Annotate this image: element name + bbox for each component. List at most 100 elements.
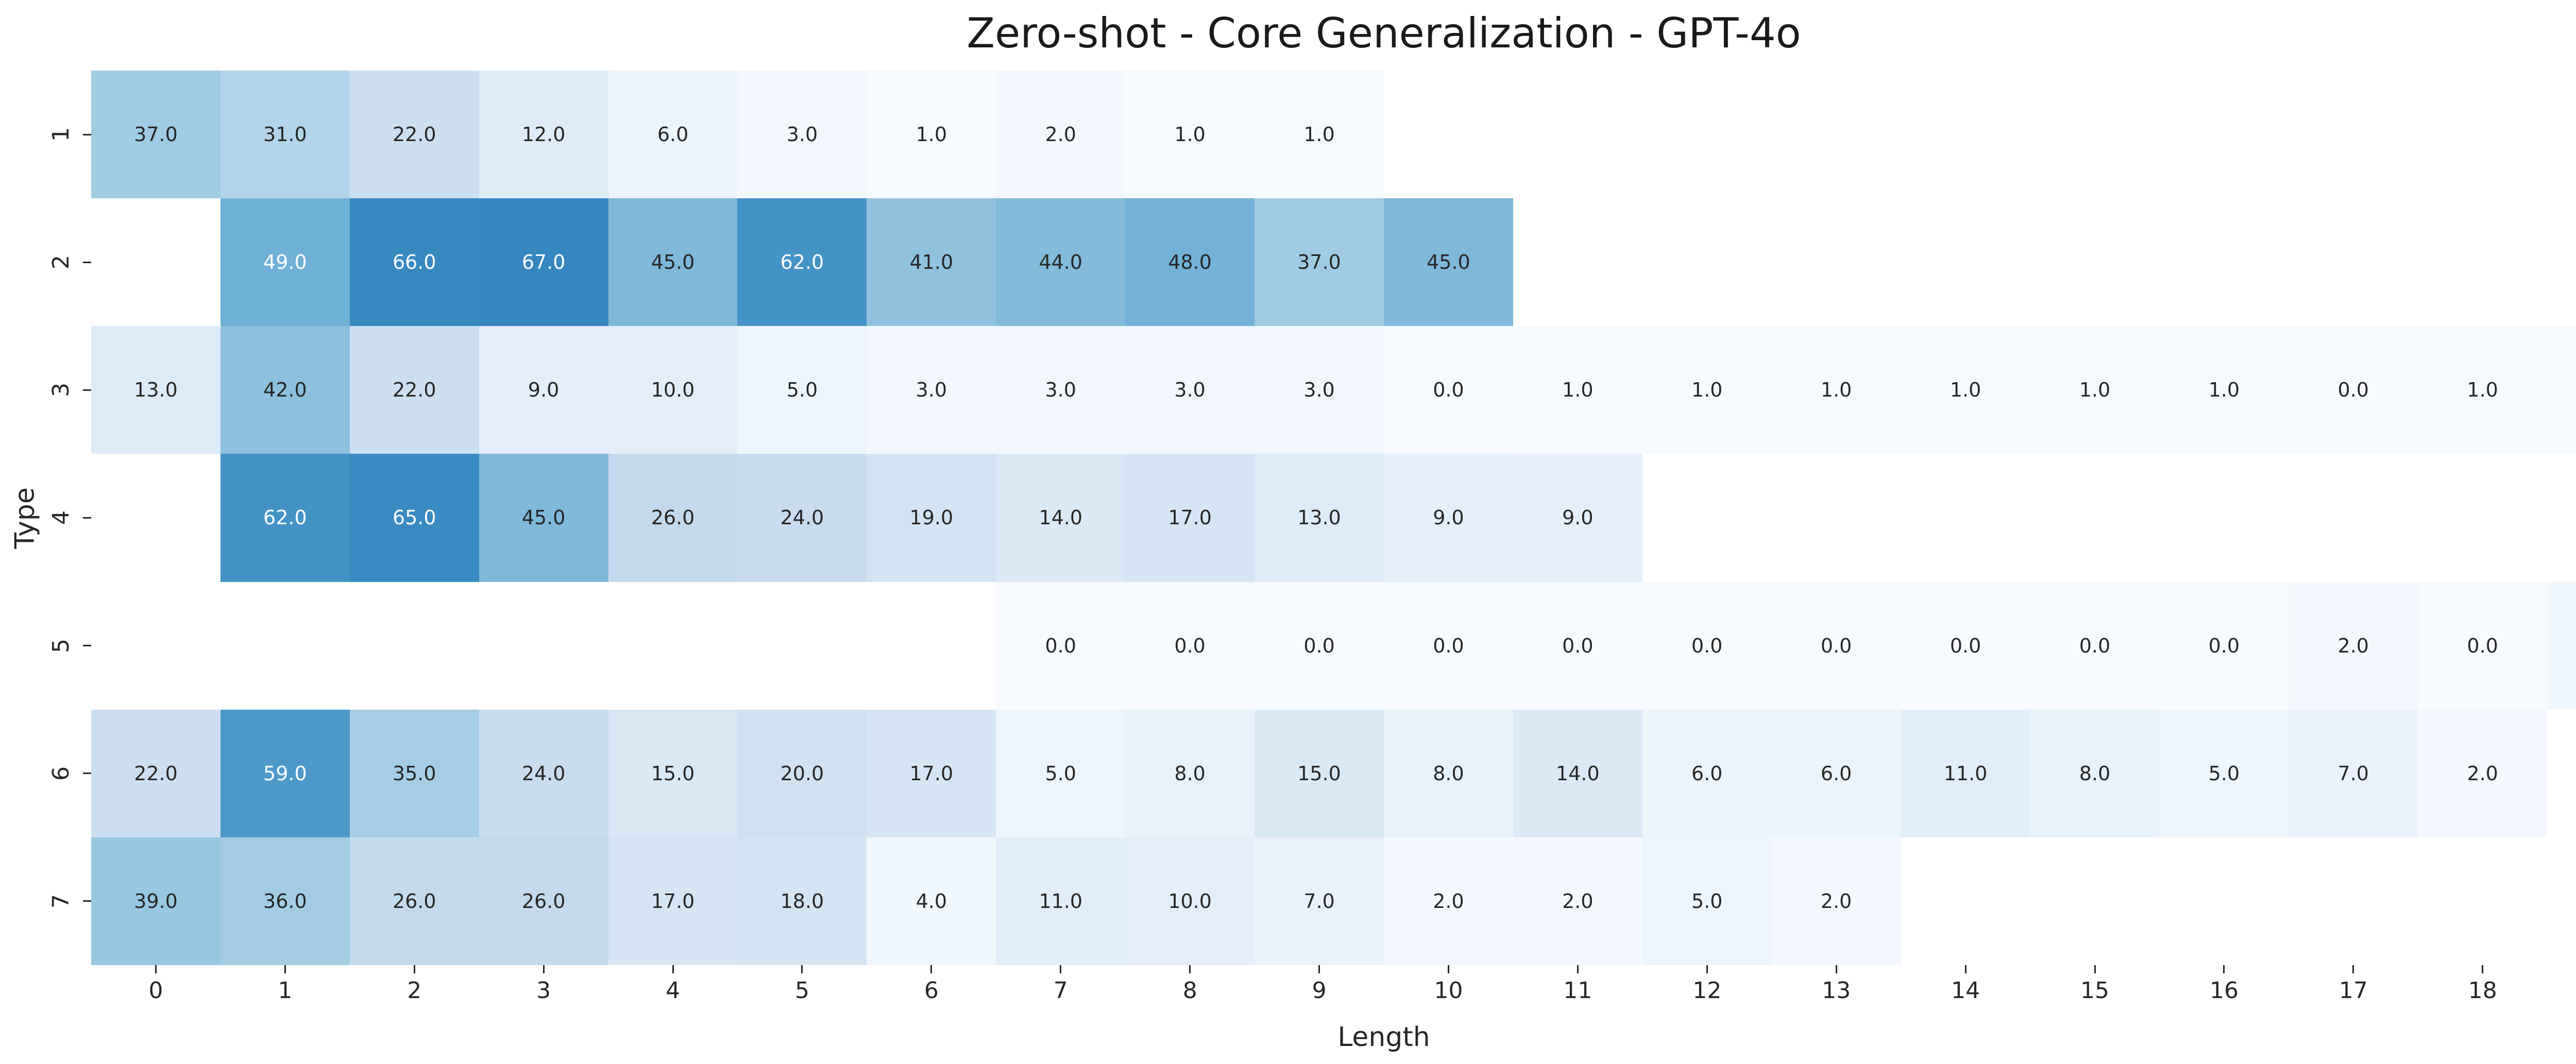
cell-value: 17.0 xyxy=(909,762,954,785)
heatmap-cell: 13.0 xyxy=(1255,454,1384,582)
cell-value: 8.0 xyxy=(2079,762,2111,785)
heatmap-cell xyxy=(2418,71,2547,198)
y-tickmark xyxy=(83,582,91,710)
heatmap-cell: 3.0 xyxy=(996,326,1126,454)
x-axis-title: Length xyxy=(1337,1022,1430,1053)
heatmap-cell: 0.0 xyxy=(1642,581,1772,710)
cell-value: 36.0 xyxy=(263,889,307,913)
heatmap-cell: 14.0 xyxy=(996,454,1126,582)
y-tickmark xyxy=(83,837,91,965)
y-tickmark xyxy=(83,454,91,581)
cell-value: 14.0 xyxy=(1039,506,1083,529)
cell-value: 22.0 xyxy=(392,123,436,146)
heatmap-cell: 45.0 xyxy=(1383,198,1513,327)
heatmap-cell: 37.0 xyxy=(91,71,221,199)
heatmap-cell xyxy=(608,582,738,710)
cell-value: 7.0 xyxy=(2337,762,2369,785)
heatmap-cell xyxy=(2159,71,2289,198)
cell-value: 31.0 xyxy=(263,123,307,146)
heatmap-cell: 26.0 xyxy=(479,837,608,965)
cell-value: 0.0 xyxy=(1562,634,1594,657)
x-tick-label: 15 xyxy=(2080,977,2110,1004)
cell-value: 1.0 xyxy=(2079,379,2111,402)
heatmap-cell: 5.0 xyxy=(996,709,1126,837)
cell-value: 14.0 xyxy=(1556,762,1600,785)
cell-value: 1.0 xyxy=(1820,379,1852,402)
y-tickmark xyxy=(83,326,91,454)
x-tickmark xyxy=(2418,965,2547,973)
cell-value: 1.0 xyxy=(2208,379,2240,402)
x-tick-label: 3 xyxy=(536,977,551,1004)
heatmap-cell: 1.0 xyxy=(2547,326,2576,454)
cell-value: 9.0 xyxy=(1562,506,1594,529)
x-tick-label: 19 xyxy=(2547,977,2576,1005)
cell-value: 11.0 xyxy=(1943,762,1988,785)
heatmap-cell xyxy=(1772,198,1901,326)
heatmap-cell: 0.0 xyxy=(1901,581,2030,710)
cell-value: 9.0 xyxy=(528,379,560,402)
cell-value: 37.0 xyxy=(1297,251,1341,274)
heatmap-cell: 8.0 xyxy=(1125,709,1255,837)
heatmap-cell: 0.0 xyxy=(1125,581,1255,710)
heatmap-cell: 2.0 xyxy=(1513,837,1642,965)
x-tick-label: 1 xyxy=(278,977,293,1004)
heatmap-cell xyxy=(350,582,479,710)
cell-value: 0.0 xyxy=(2337,379,2369,402)
x-axis-ticklabels: 012345678910111213141516171819 xyxy=(91,977,2576,1005)
heatmap-cell: 49.0 xyxy=(220,198,350,327)
heatmap-cell: 44.0 xyxy=(996,198,1126,327)
cell-value: 0.0 xyxy=(1045,634,1076,657)
x-tick-label: 0 xyxy=(148,977,163,1004)
heatmap-cell: 9.0 xyxy=(1513,454,1642,582)
cell-value: 62.0 xyxy=(263,506,307,529)
cell-value: 9.0 xyxy=(1433,506,1464,529)
cell-value: 0.0 xyxy=(2208,634,2240,657)
cell-value: 3.0 xyxy=(786,123,818,146)
heatmap-cell: 7.0 xyxy=(1255,837,1384,965)
cell-value: 45.0 xyxy=(521,506,566,529)
heatmap-cell xyxy=(1384,71,1513,198)
heatmap-cell: 1.0 xyxy=(1255,71,1384,199)
heatmap-cell: 3.0 xyxy=(1125,326,1255,454)
cell-value: 62.0 xyxy=(780,251,824,274)
heatmap-cell xyxy=(737,582,867,710)
heatmap-cell: 0.0 xyxy=(2418,581,2548,710)
heatmap-cell: 0.0 xyxy=(2030,581,2160,710)
cell-value: 41.0 xyxy=(909,251,954,274)
heatmap-cell: 66.0 xyxy=(349,198,479,327)
heatmap-cell: 59.0 xyxy=(220,709,350,837)
heatmap-cell xyxy=(1772,454,1901,581)
cell-value: 2.0 xyxy=(1045,123,1076,146)
heatmap-cell: 42.0 xyxy=(220,326,350,454)
cell-value: 39.0 xyxy=(134,889,178,913)
x-tickmark xyxy=(1901,965,2030,973)
y-axis-title-text: Type xyxy=(10,487,41,549)
heatmap-cell: 12.0 xyxy=(479,71,608,199)
heatmap-cell xyxy=(91,582,221,710)
heatmap-cell xyxy=(2289,454,2418,581)
x-tickmark xyxy=(2160,965,2289,973)
heatmap-cell: 2.0 xyxy=(996,71,1126,199)
cell-value: 8.0 xyxy=(1174,762,1206,785)
heatmap-cell: 6.0 xyxy=(608,71,738,199)
cell-value: 1.0 xyxy=(1174,123,1206,146)
cell-value: 42.0 xyxy=(263,379,307,402)
cell-value: 1.0 xyxy=(1562,379,1594,402)
x-tick-label: 16 xyxy=(2209,977,2239,1004)
cell-value: 3.0 xyxy=(1045,379,1076,402)
heatmap-cell xyxy=(2030,198,2159,326)
y-tick-label: 4 xyxy=(48,510,74,525)
heatmap-cell: 7.0 xyxy=(2289,709,2418,837)
heatmap-cell xyxy=(1901,837,2030,965)
heatmap-cell xyxy=(1642,198,1772,326)
x-tickmark xyxy=(1255,965,1384,973)
heatmap-cell: 24.0 xyxy=(737,454,867,582)
heatmap-cell xyxy=(1772,71,1901,198)
heatmap-cell: 1.0 xyxy=(2418,326,2548,454)
heatmap-cell: 1.0 xyxy=(867,71,996,199)
heatmap-cell xyxy=(2547,710,2576,837)
heatmap-cell: 0.0 xyxy=(1513,581,1642,710)
x-tick-label: 8 xyxy=(1182,977,1197,1004)
cell-value: 1.0 xyxy=(1303,123,1335,146)
x-tickmark xyxy=(1642,965,1772,973)
